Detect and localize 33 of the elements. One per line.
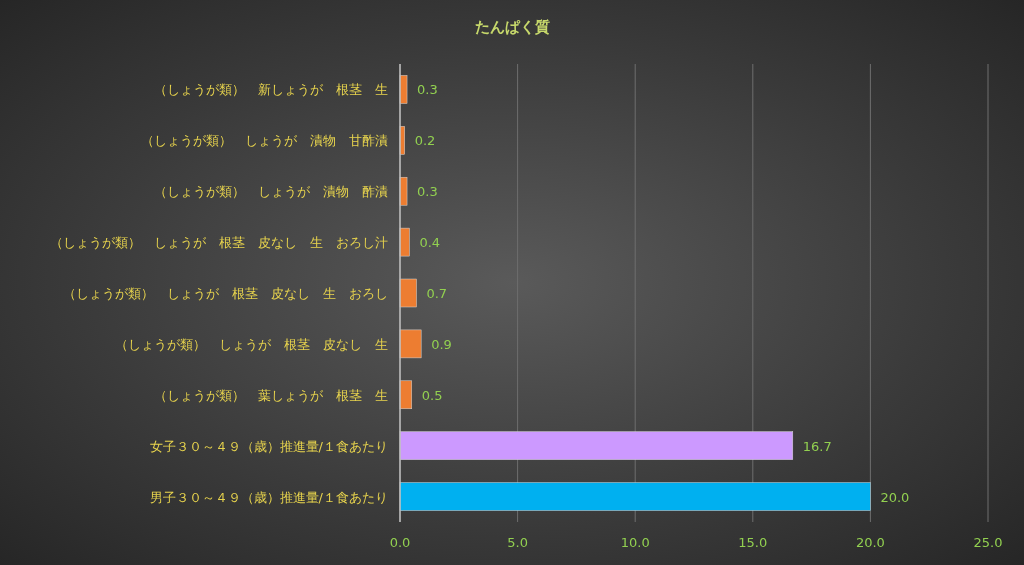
data-label: 0.3 [417,82,438,98]
data-label: 16.7 [802,438,832,454]
x-tick-label: 0.0 [389,535,411,550]
chart-title: たんぱく質 [474,18,550,36]
x-tick-label: 20.0 [855,535,885,550]
x-tick-label: 25.0 [973,535,1003,550]
data-label: 0.7 [426,286,448,301]
x-tick-label: 10.0 [620,535,650,550]
bar [399,278,417,308]
bar [399,227,410,257]
y-tick-label: 女子３０～４９（歳）推進量/１食あたり [149,438,388,454]
y-tick-label: （しょうが類） 新しょうが 根茎 生 [154,82,388,98]
y-tick-label: （しょうが類） しょうが 根茎 皮なし 生 [115,336,388,352]
data-label: 0.9 [431,336,452,352]
y-tick-label: （しょうが類） しょうが 根茎 皮なし 生 おろし汁 [50,235,388,251]
x-tick-label: 5.0 [507,535,528,550]
data-label: 20.0 [880,489,910,505]
bar [399,176,408,206]
bar [399,431,794,460]
bar [399,380,413,410]
x-tick-label: 15.0 [738,535,768,550]
bar [399,329,422,359]
data-label: 0.4 [419,235,441,251]
y-tick-label: （しょうが類） しょうが 根茎 皮なし 生 おろし [63,286,388,301]
bar [399,75,408,104]
y-tick-label: （しょうが類） しょうが 漬物 酢漬 [154,184,388,200]
data-label: 0.3 [417,184,438,200]
y-tick-label: （しょうが類） しょうが 漬物 甘酢漬 [141,133,388,149]
data-label: 0.5 [421,387,443,403]
bar [399,482,871,511]
data-label: 0.2 [414,133,436,149]
y-tick-label: 男子３０～４９（歳）推進量/１食あたり [149,489,388,505]
y-tick-label: （しょうが類） 葉しょうが 根茎 生 [154,387,388,403]
